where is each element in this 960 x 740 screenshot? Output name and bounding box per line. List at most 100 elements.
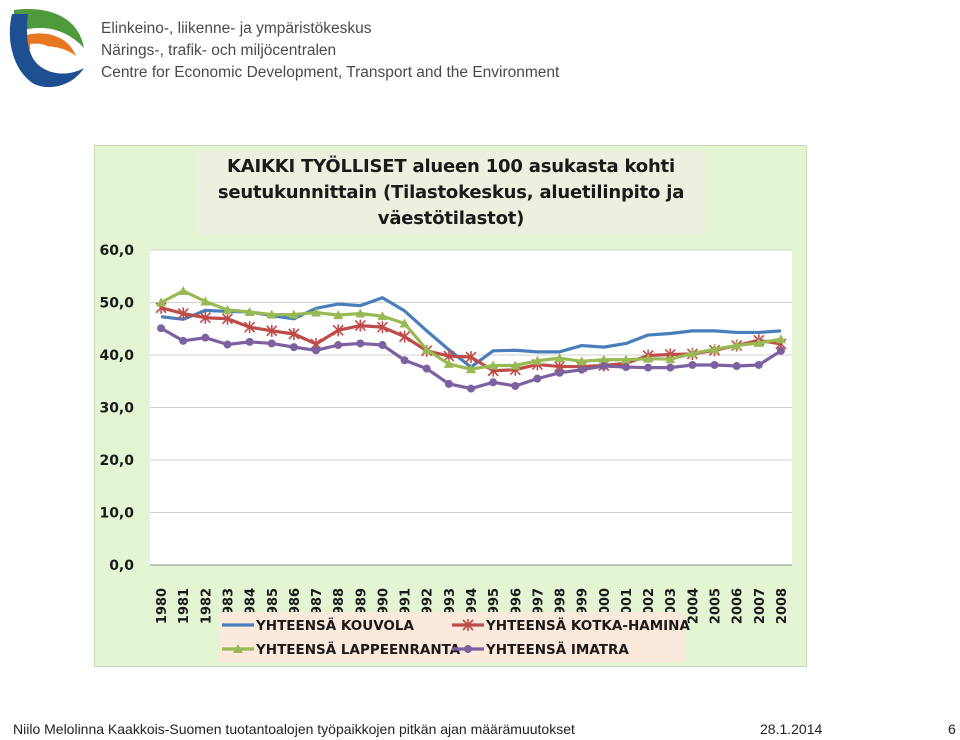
- data-point: [288, 309, 299, 319]
- x-tick-label: 2004: [686, 588, 701, 624]
- data-point: [731, 340, 742, 350]
- data-point: [754, 360, 763, 369]
- data-point: [200, 296, 211, 306]
- legend-label: YHTEENSÄ IMATRA: [485, 641, 629, 658]
- data-point: [399, 330, 411, 343]
- data-point: [688, 360, 697, 369]
- data-point: [177, 307, 189, 320]
- page-number: 6: [948, 721, 956, 737]
- data-point: [710, 360, 719, 369]
- data-point: [233, 644, 243, 653]
- chart-title-line-1: KAIKKI TYÖLLISET alueen 100 asukasta koh…: [227, 156, 675, 177]
- data-point: [267, 339, 276, 348]
- x-tick-label: 1982: [199, 588, 214, 624]
- data-point: [666, 363, 675, 372]
- data-point: [444, 379, 453, 388]
- data-point: [462, 619, 474, 631]
- data-point: [312, 346, 321, 355]
- legend-entry: YHTEENSÄ KOTKA-HAMINA: [452, 617, 690, 634]
- data-point: [288, 328, 300, 340]
- data-point: [266, 324, 278, 337]
- organization-name: Elinkeino-, liikenne- ja ympäristökeskus…: [101, 18, 559, 84]
- y-tick-label: 10,0: [99, 506, 134, 522]
- data-point: [488, 360, 499, 370]
- data-point: [400, 356, 409, 365]
- data-point: [621, 363, 630, 372]
- data-point: [576, 356, 587, 366]
- data-point: [776, 346, 785, 355]
- data-point: [510, 360, 521, 370]
- data-point: [178, 285, 189, 295]
- data-point: [554, 353, 565, 363]
- legend-entry: YHTEENSÄ IMATRA: [452, 641, 629, 658]
- data-point: [221, 312, 234, 325]
- data-point: [643, 353, 654, 363]
- data-point: [244, 306, 255, 316]
- organization-name-english: Centre for Economic Development, Transpo…: [101, 64, 560, 81]
- organization-name-swedish: Närings-, trafik- och miljöcentralen: [101, 42, 337, 59]
- data-point: [179, 336, 188, 345]
- data-point: [533, 374, 542, 383]
- footer-author-title: Niilo Melolinna Kaakkois-Suomen tuotanto…: [13, 721, 575, 737]
- data-point: [732, 362, 741, 371]
- y-tick-label: 40,0: [99, 348, 134, 364]
- data-point: [266, 309, 277, 319]
- y-tick-label: 60,0: [99, 243, 134, 259]
- data-point: [709, 344, 720, 354]
- legend-label: YHTEENSÄ LAPPEENRANTA: [255, 641, 461, 658]
- data-point: [355, 308, 366, 318]
- data-point: [354, 319, 366, 332]
- chart-title-line-3: väestötilastot): [377, 208, 525, 229]
- data-point: [378, 341, 387, 350]
- data-point: [201, 333, 210, 342]
- legend-box: [219, 612, 685, 662]
- chart-title: KAIKKI TYÖLLISET alueen 100 asukasta koh…: [196, 151, 706, 235]
- legend-entry: YHTEENSÄ LAPPEENRANTA: [222, 641, 461, 658]
- data-point: [157, 324, 166, 333]
- data-point: [467, 384, 475, 393]
- data-point: [289, 343, 298, 352]
- data-point: [156, 297, 167, 307]
- data-point: [377, 311, 388, 321]
- y-tick-label: 20,0: [99, 453, 134, 469]
- chart-title-line-2: seutukunnittain (Tilastokeskus, aluetili…: [217, 182, 685, 203]
- data-point: [577, 365, 586, 374]
- data-point: [334, 341, 343, 350]
- data-point: [244, 321, 256, 334]
- organization-name-finnish: Elinkeino-, liikenne- ja ympäristökeskus: [101, 20, 372, 37]
- data-point: [222, 304, 233, 314]
- data-point: [245, 337, 254, 346]
- data-point: [333, 310, 344, 320]
- y-tick-label: 0,0: [109, 558, 134, 574]
- x-tick-label: 2005: [709, 588, 724, 624]
- data-point: [443, 358, 454, 368]
- data-point: [464, 645, 472, 653]
- data-point: [356, 339, 365, 348]
- data-point: [644, 363, 653, 372]
- data-point: [399, 318, 410, 328]
- ely-centre-logo-icon: [9, 9, 84, 88]
- x-tick-label: 1980: [155, 588, 170, 624]
- x-tick-label: 1981: [177, 588, 192, 624]
- data-point: [332, 324, 344, 337]
- y-tick-label: 30,0: [99, 401, 134, 417]
- x-tick-label: 2008: [775, 588, 790, 624]
- legend-entry: YHTEENSÄ KOUVOLA: [222, 617, 414, 634]
- data-point: [532, 355, 543, 365]
- data-point: [465, 351, 477, 364]
- legend-label: YHTEENSÄ KOTKA-HAMINA: [485, 617, 690, 634]
- data-point: [511, 381, 520, 390]
- data-point: [466, 364, 476, 374]
- footer-date: 28.1.2014: [760, 721, 823, 737]
- data-point: [199, 311, 211, 324]
- data-point: [599, 362, 608, 371]
- data-point: [665, 354, 676, 364]
- legend-label: YHTEENSÄ KOUVOLA: [255, 617, 414, 634]
- data-point: [311, 307, 322, 317]
- series-yhteens-lappeenranta: [156, 285, 786, 374]
- data-point: [620, 354, 631, 364]
- data-point: [422, 364, 431, 373]
- data-point: [555, 368, 564, 377]
- series-yhteens-imatra: [157, 324, 785, 393]
